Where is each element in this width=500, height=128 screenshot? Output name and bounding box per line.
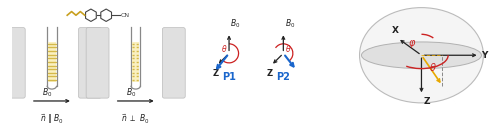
Text: Z: Z bbox=[267, 69, 273, 78]
Bar bbox=[48, 42, 56, 82]
Ellipse shape bbox=[360, 8, 484, 103]
Text: $\vec{n}\ \perp\ B_0$: $\vec{n}\ \perp\ B_0$ bbox=[122, 112, 150, 126]
Text: CN: CN bbox=[121, 13, 130, 18]
Text: Z: Z bbox=[424, 97, 430, 106]
Text: P1: P1 bbox=[222, 72, 236, 82]
FancyBboxPatch shape bbox=[162, 28, 185, 98]
Bar bbox=[132, 42, 140, 82]
Text: $B_0$: $B_0$ bbox=[126, 87, 136, 99]
Ellipse shape bbox=[362, 42, 482, 69]
Text: $\varphi$: $\varphi$ bbox=[408, 38, 416, 50]
Text: Y: Y bbox=[482, 51, 488, 60]
Text: Z: Z bbox=[212, 69, 219, 78]
Text: $B_0$: $B_0$ bbox=[230, 18, 241, 30]
Text: $B_0$: $B_0$ bbox=[285, 18, 295, 30]
Text: $\theta$: $\theta$ bbox=[285, 43, 292, 54]
FancyBboxPatch shape bbox=[86, 28, 109, 98]
FancyBboxPatch shape bbox=[2, 28, 25, 98]
Text: X: X bbox=[392, 26, 399, 35]
FancyBboxPatch shape bbox=[78, 28, 102, 98]
Text: $\theta$: $\theta$ bbox=[429, 61, 437, 73]
Text: $\vec{n}\ \|\ B_0$: $\vec{n}\ \|\ B_0$ bbox=[40, 112, 64, 126]
Text: P2: P2 bbox=[276, 72, 290, 82]
Text: $\theta$: $\theta$ bbox=[221, 43, 228, 54]
Text: $B_0$: $B_0$ bbox=[42, 87, 52, 99]
